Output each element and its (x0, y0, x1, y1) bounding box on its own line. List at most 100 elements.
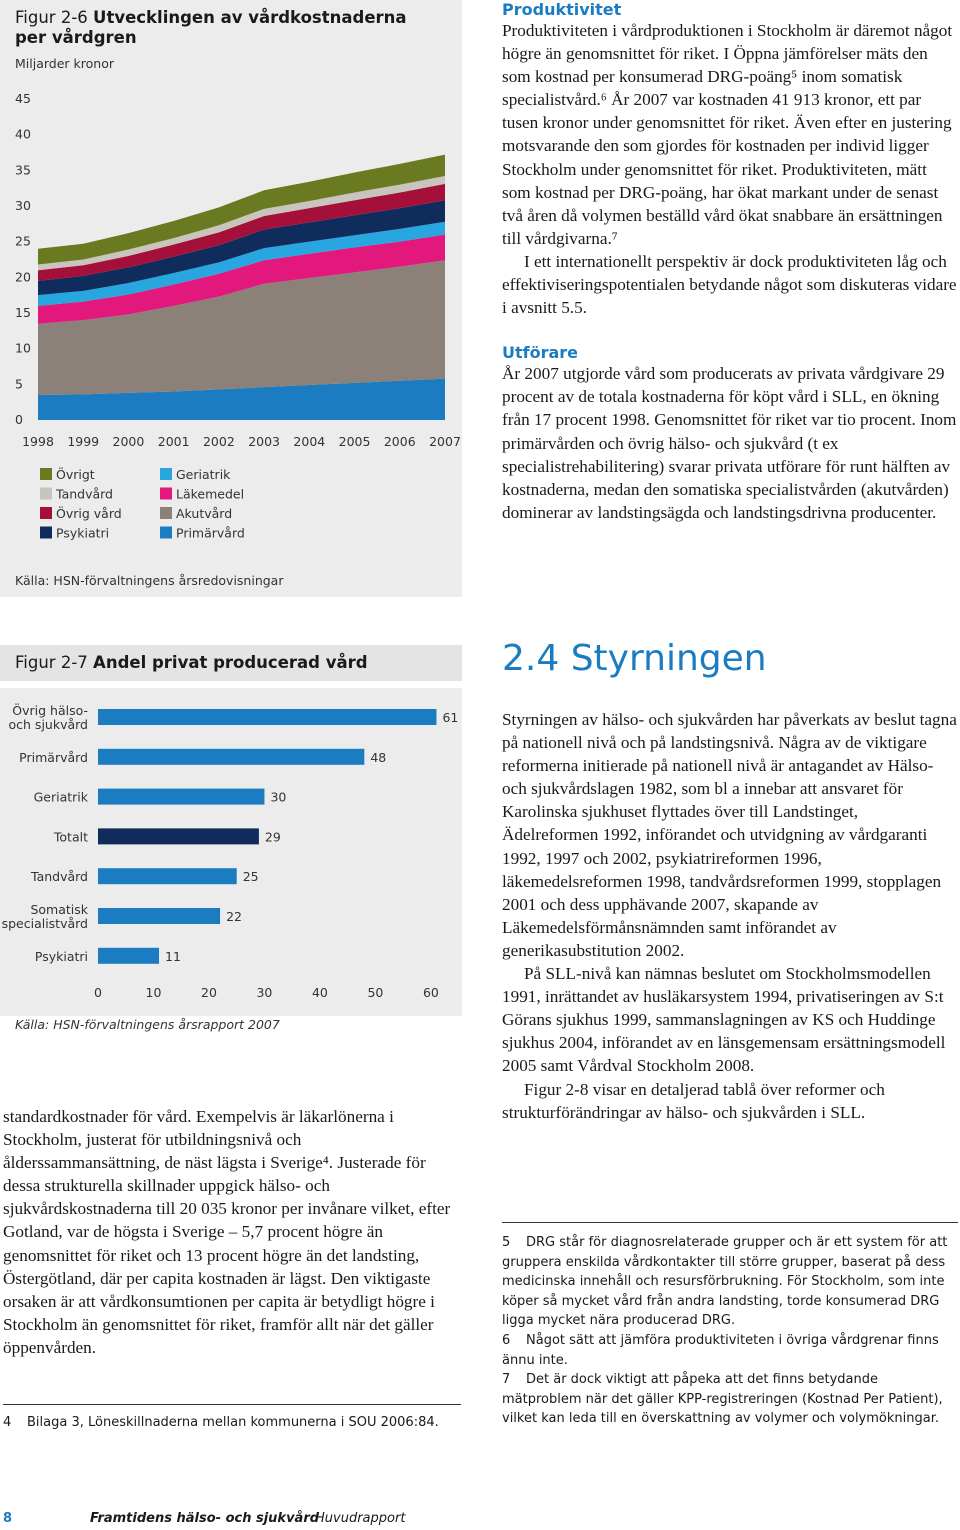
x-tick-label: 30 (256, 985, 272, 1000)
footnote-number: 6 (502, 1332, 511, 1348)
x-tick-label: 20 (201, 985, 217, 1000)
area (38, 221, 445, 306)
y-tick-label: 35 (15, 162, 31, 177)
area (38, 378, 445, 420)
x-tick-label: 2004 (293, 434, 325, 449)
y-tick-label: 5 (15, 376, 23, 391)
footer-title: Framtidens hälso- och sjukvård (90, 1511, 320, 1526)
x-tick-label: 40 (312, 985, 328, 1000)
value-label: 48 (370, 750, 386, 765)
y-tick-label: 0 (15, 412, 23, 427)
legend-label: Läkemedel (176, 487, 244, 502)
bar (98, 748, 365, 765)
figure-label: Figur 2-6 (15, 8, 88, 27)
y-tick-label: Psykiatri (35, 949, 88, 964)
legend-label: Geriatrik (176, 467, 231, 482)
x-tick-label: 1998 (22, 434, 54, 449)
legend-label: Psykiatri (56, 526, 109, 541)
footnote-rule (3, 1404, 461, 1405)
bar (98, 709, 437, 725)
x-tick-label: 2000 (113, 434, 145, 449)
area (38, 154, 445, 265)
footnote-text: Det är dock viktigt att påpeka att det f… (502, 1372, 943, 1427)
x-tick-label: 0 (94, 985, 102, 1000)
footnote-number: 4 (3, 1415, 12, 1430)
legend-swatch (160, 487, 172, 500)
area (38, 183, 445, 281)
heading: Utförare (502, 343, 579, 363)
legend-label: Övrigt (56, 466, 95, 482)
y-tick-label: 25 (15, 234, 31, 249)
paragraph: Produktiviteten i vårdproduktionen i Sto… (502, 21, 953, 248)
x-tick-label: 2005 (339, 434, 371, 449)
x-tick-label: 50 (367, 985, 383, 1000)
area-chart: Miljarder kronor Källa: HSN-förvaltninge… (15, 56, 461, 588)
paragraph: År 2007 utgjorde vård som producerats av… (502, 364, 957, 522)
bar (98, 868, 237, 885)
legend-swatch (160, 526, 172, 539)
footnote-text: Bilaga 3, Löneskillnaderna mellan kommun… (27, 1415, 439, 1430)
paragraph: standardkostnader för vård. Exempelvis ä… (3, 1107, 451, 1357)
x-tick-label: 10 (146, 985, 162, 1000)
y-tick-label: Tandvård (30, 869, 88, 884)
section-title: 2.4 Styrningen (502, 638, 767, 679)
x-tick-label: 2003 (248, 434, 280, 449)
source: Källa: HSN-förvaltningens årsrapport 200… (15, 1017, 280, 1032)
y-tick-label: Övrig hälso- och sjukvård (5, 702, 88, 732)
x-tick-label: 2001 (158, 434, 190, 449)
y-tick-label: 10 (15, 341, 31, 356)
figure-label: Figur 2-7 (15, 653, 88, 672)
legend-swatch (160, 468, 172, 480)
area (38, 200, 445, 296)
bar (98, 828, 259, 845)
paragraph: Styrningen av hälso- och sjukvården har … (502, 710, 957, 960)
heading: Produktivitet (502, 0, 622, 19)
footnote-number: 5 (502, 1235, 511, 1250)
figure-panel (0, 688, 462, 1016)
y-tick-label: Primärvård (19, 750, 88, 765)
figure-title: Figur 2-7 Andel privat producerad vård (15, 653, 455, 673)
x-tick-label: 1999 (67, 434, 99, 449)
x-tick-label: 60 (423, 985, 439, 1000)
y-tick-label: Geriatrik (34, 790, 89, 805)
y-tick-label: Totalt (53, 829, 88, 844)
y-tick-label: 30 (15, 198, 31, 213)
paragraph: På SLL-nivå kan nämnas beslutet om Stock… (502, 964, 946, 1076)
y-tick-label: 40 (15, 127, 31, 142)
y-tick-label: 20 (15, 269, 31, 284)
legend-label: Tandvård (55, 487, 113, 502)
footnote: 7 Det är dock viktigt att påpeka att det … (502, 1370, 958, 1429)
footer-subtitle: Huvudrapport (315, 1511, 406, 1526)
legend-swatch (40, 468, 52, 480)
value-label: 30 (270, 790, 286, 805)
value-label: 29 (265, 829, 281, 844)
footnote-rule (502, 1222, 958, 1223)
right-column: Styrningen av hälso- och sjukvården har … (502, 708, 958, 1124)
x-tick-label: 2002 (203, 434, 235, 449)
legend-swatch (40, 487, 52, 500)
x-tick-label: 2006 (384, 434, 416, 449)
bar (98, 788, 265, 805)
legend-label: Primärvård (176, 526, 245, 541)
right-column: Produktivitet Produktiviteten i vårdprod… (502, 0, 958, 524)
footnote-number: 7 (502, 1372, 511, 1388)
area (38, 234, 445, 324)
legend-label: Akutvård (176, 506, 232, 521)
y-tick-label: 15 (15, 305, 31, 320)
subtitle: Miljarder kronor (15, 56, 115, 71)
footnote: 4 Bilaga 3, Löneskillnaderna mellan kommu… (3, 1413, 461, 1433)
value-label: 25 (243, 869, 259, 884)
body-text: standardkostnader för vård. Exempelvis ä… (3, 1105, 461, 1359)
legend-swatch (40, 526, 52, 539)
footnote: 6 Något sätt att jämföra produktiviteten … (502, 1331, 958, 1370)
footnotes: 5 DRG står för diagnosrelaterade grupper … (502, 1233, 958, 1429)
figure-header (0, 645, 462, 681)
legend-swatch (160, 507, 172, 519)
title: Utvecklingen av vårdkostnaderna per vård… (15, 8, 407, 47)
value-label: 11 (165, 949, 181, 964)
footnote-text: Något sätt att jämföra produktiviteten i… (502, 1332, 939, 1368)
value-label: 22 (226, 909, 242, 924)
bar (98, 947, 160, 964)
paragraph: I ett internationellt perspektiv är dock… (502, 251, 957, 318)
